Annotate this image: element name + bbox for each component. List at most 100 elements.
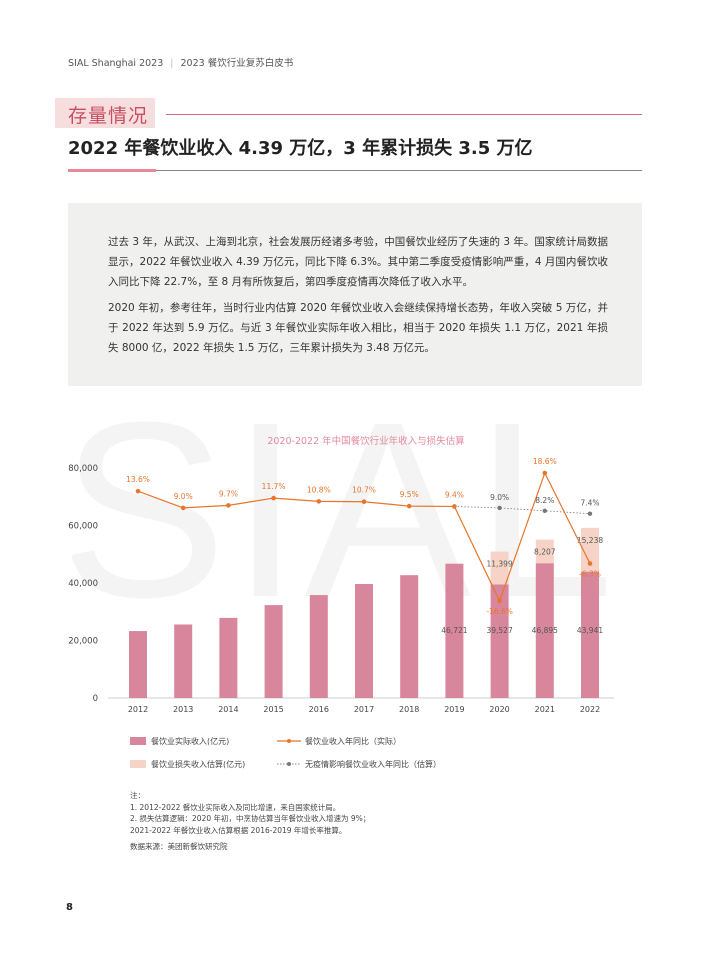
estimate-yoy-label: 7.4%: [580, 499, 599, 508]
x-tick-label: 2018: [399, 705, 419, 714]
actual-yoy-point: [271, 495, 276, 501]
estimate-yoy-label: 8.2%: [535, 496, 554, 505]
estimate-point: [497, 505, 502, 511]
legend-swatch-estimate-yoy-dot: [287, 762, 291, 766]
summary-paragraph-1: 过去 3 年，从武汉、上海到北京，社会发展历经诸多考验，中国餐饮业经历了失速的 …: [108, 236, 608, 288]
loss-value-label: 15,238: [577, 536, 603, 545]
estimate-line: [454, 506, 591, 515]
y-tick-label: 60,000: [68, 522, 98, 532]
loss-value-label: 8,207: [534, 548, 556, 557]
x-tick-label: 2017: [354, 705, 374, 714]
bar-value-label: 43,941: [577, 626, 603, 635]
actual-yoy-label: 9.5%: [400, 490, 419, 499]
legend-swatch-loss: [130, 760, 146, 768]
actual-yoy-label: 9.0%: [174, 492, 193, 501]
bar-labels: 46,721 39,527 11,399 46,895 8,207 43,941 15,23…: [441, 536, 603, 635]
notes-line-1: 1. 2012-2022 餐饮业实际收入及同比增速，来自国家统计局。: [130, 802, 341, 812]
actual-yoy-label: 10.7%: [352, 486, 376, 495]
legend-loss: 餐饮业损失收入估算(亿元): [151, 759, 245, 769]
x-tick-label: 2019: [444, 705, 464, 714]
actual-yoy-point: [180, 505, 186, 511]
summary-paragraph-2: 2020 年初，参考往年，当时行业内估算 2020 年餐饮业收入会继续保持增长态…: [108, 302, 608, 354]
actual-yoy-point: [135, 488, 141, 494]
x-tick-label: 2015: [263, 705, 283, 714]
bar-value-label: 39,527: [486, 626, 512, 635]
actual-yoy-point: [226, 503, 231, 508]
revenue-loss-chart: 2020-2022 年中国餐饮行业年收入与损失估算 0 20,000 40,000 6…: [68, 435, 614, 769]
bar-actual-revenue: [129, 631, 147, 698]
notes-line-3: 2021-2022 年餐饮业收入估算根据 2016-2019 年增长率推算。: [130, 825, 347, 835]
y-tick-label: 0: [93, 694, 98, 704]
title-underline-accent: [68, 169, 156, 172]
page-number: 8: [66, 902, 73, 913]
y-axis-ticks: 0 20,000 40,000 60,000 80,000: [68, 464, 98, 704]
title-underline: [68, 170, 642, 171]
bar-actual-revenue: [535, 563, 554, 698]
actual-yoy-label: 9.4%: [445, 490, 464, 499]
bar-actual-revenue: [355, 584, 373, 698]
x-axis-ticks: 2012 2013 2014 2015 2016 2017 2018 2019 2020 2021…: [128, 705, 600, 714]
actual-yoy-label: 13.6%: [126, 475, 150, 484]
line-labels: 13.6% 9.0% 9.7% 11.7% 10.8% 10.7% 9.5% 9.4% -16.…: [126, 457, 601, 616]
notes-heading: 注：: [130, 791, 145, 800]
header-separator: |: [170, 58, 174, 69]
bar-actual-revenue: [264, 605, 283, 698]
chart-legend: 餐饮业实际收入(亿元) 餐饮业收入年同比（实际） 餐饮业损失收入估算(亿元) 无…: [130, 736, 441, 769]
x-tick-label: 2021: [535, 705, 555, 714]
bar-series: [129, 527, 599, 698]
section-label: 存量情况: [68, 105, 149, 127]
actual-yoy-point: [497, 598, 502, 604]
legend-swatch-actual-yoy-dot: [287, 739, 291, 743]
x-tick-label: 2013: [173, 705, 193, 714]
legend-estimate-yoy: 无疫情影响餐饮业收入年同比（估算）: [305, 759, 441, 769]
actual-yoy-point: [406, 503, 412, 509]
bar-actual-revenue: [219, 617, 238, 698]
actual-yoy-label: 18.6%: [533, 457, 557, 466]
chart-notes: 注： 1. 2012-2022 餐饮业实际收入及同比增速，来自国家统计局。 2.…: [130, 790, 370, 836]
bar-actual-revenue: [581, 571, 599, 698]
bar-loss-estimate: [535, 539, 554, 564]
bar-actual-revenue: [445, 563, 464, 698]
actual-yoy-point: [361, 499, 367, 505]
bar-value-label: 46,895: [532, 626, 558, 635]
actual-yoy-label: 11.7%: [262, 482, 286, 491]
bar-loss-estimate: [490, 551, 509, 585]
actual-yoy-point: [316, 499, 322, 504]
estimate-yoy-label: 9.0%: [490, 493, 509, 502]
section-label-background: [55, 98, 155, 128]
bar-actual-revenue: [309, 595, 328, 698]
legend-swatch-actual-revenue: [130, 737, 146, 745]
estimate-line-series: [454, 505, 593, 516]
actual-yoy-point: [587, 561, 593, 566]
x-tick-label: 2020: [489, 705, 509, 714]
chart-title: 2020-2022 年中国餐饮行业年收入与损失估算: [267, 435, 464, 447]
estimate-point: [542, 508, 547, 514]
y-tick-label: 40,000: [68, 579, 98, 589]
actual-yoy-label: -16.6%: [486, 607, 513, 616]
actual-yoy-point: [452, 504, 457, 509]
x-tick-label: 2012: [128, 705, 148, 714]
page-header: SIAL Shanghai 2023 | 2023 餐饮行业复苏白皮书: [68, 55, 293, 69]
data-source: 数据来源：美团新餐饮研究院: [130, 842, 228, 851]
estimate-point: [587, 511, 593, 516]
x-tick-label: 2016: [309, 705, 329, 714]
bar-value-label: 46,721: [441, 626, 467, 635]
actual-yoy-label: 9.7%: [219, 489, 238, 498]
actual-yoy-point: [542, 470, 548, 476]
loss-value-label: 11,399: [486, 560, 512, 569]
x-tick-label: 2014: [218, 705, 238, 714]
bar-actual-revenue: [174, 624, 193, 698]
actual-line-series: [135, 470, 593, 604]
section-divider: [166, 114, 642, 115]
summary-box: [68, 203, 642, 386]
bar-actual-revenue: [400, 575, 419, 698]
actual-yoy-label: -6.3%: [579, 570, 601, 579]
notes-line-2: 2. 损失估算逻辑：2020 年初，中烹协估算当年餐饮业收入增速为 9%；: [130, 814, 371, 823]
y-tick-label: 20,000: [68, 637, 98, 647]
legend-actual-yoy: 餐饮业收入年同比（实际）: [305, 736, 401, 746]
legend-actual-revenue: 餐饮业实际收入(亿元): [151, 736, 229, 746]
bar-actual-revenue: [490, 584, 509, 698]
header-event: SIAL Shanghai 2023: [68, 58, 164, 69]
x-tick-label: 2022: [580, 705, 600, 714]
actual-yoy-label: 10.8%: [307, 485, 331, 494]
